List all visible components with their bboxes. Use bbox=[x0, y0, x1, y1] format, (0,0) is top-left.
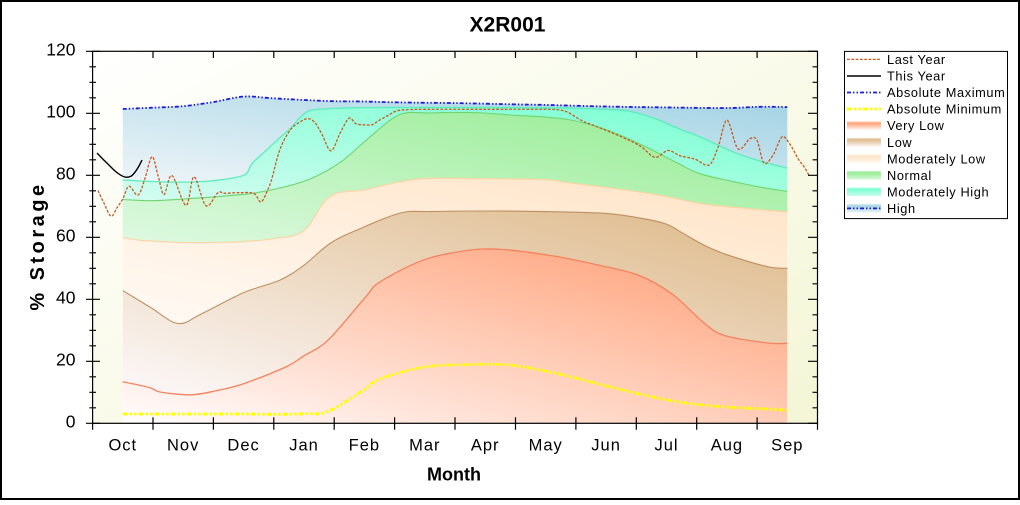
svg-text:Aug: Aug bbox=[711, 437, 743, 455]
svg-text:May: May bbox=[529, 437, 563, 455]
svg-text:Apr: Apr bbox=[471, 437, 500, 455]
svg-text:Jun: Jun bbox=[591, 437, 621, 455]
svg-text:120: 120 bbox=[46, 40, 75, 60]
svg-text:Last Year: Last Year bbox=[887, 52, 946, 67]
svg-text:Low: Low bbox=[887, 135, 912, 150]
svg-text:Sep: Sep bbox=[771, 437, 803, 455]
svg-text:60: 60 bbox=[56, 226, 76, 246]
svg-text:20: 20 bbox=[56, 350, 76, 370]
svg-text:Dec: Dec bbox=[227, 437, 259, 455]
svg-text:Jul: Jul bbox=[654, 437, 678, 455]
svg-text:Absolute Minimum: Absolute Minimum bbox=[887, 102, 1002, 117]
svg-text:Moderately High: Moderately High bbox=[887, 184, 989, 199]
svg-text:Oct: Oct bbox=[108, 437, 137, 455]
svg-text:Jan: Jan bbox=[289, 437, 319, 455]
svg-text:Month: Month bbox=[427, 465, 481, 485]
svg-text:High: High bbox=[887, 201, 916, 216]
svg-text:Nov: Nov bbox=[167, 437, 199, 455]
svg-text:40: 40 bbox=[56, 288, 76, 308]
svg-text:Moderately Low: Moderately Low bbox=[887, 151, 986, 166]
svg-text:Very Low: Very Low bbox=[887, 118, 945, 133]
svg-text:X2R001: X2R001 bbox=[470, 14, 546, 37]
svg-text:This Year: This Year bbox=[887, 69, 946, 84]
svg-text:100: 100 bbox=[46, 102, 75, 122]
svg-text:% Storage: % Storage bbox=[27, 181, 49, 310]
svg-text:Absolute Maximum: Absolute Maximum bbox=[887, 85, 1005, 100]
svg-text:Normal: Normal bbox=[887, 168, 932, 183]
svg-text:Mar: Mar bbox=[409, 437, 440, 455]
svg-text:0: 0 bbox=[66, 412, 76, 432]
svg-text:80: 80 bbox=[56, 164, 76, 184]
svg-text:Feb: Feb bbox=[349, 437, 380, 455]
